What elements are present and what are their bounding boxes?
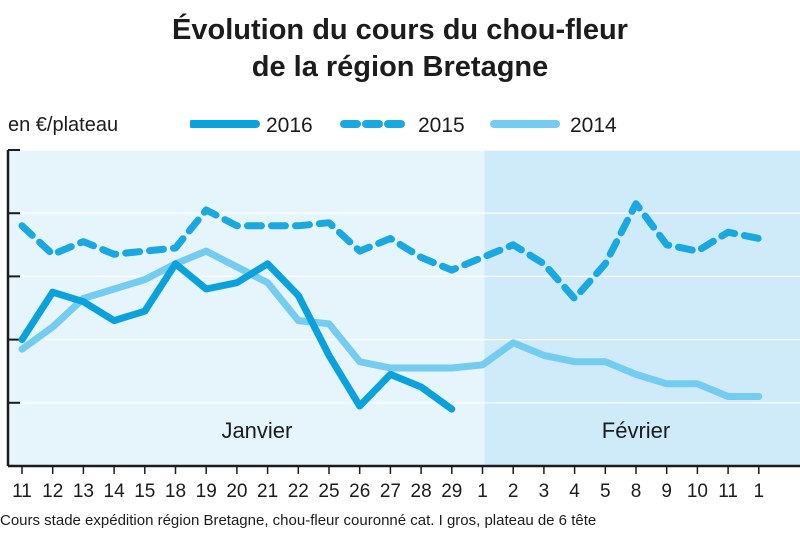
series-line-2014	[18, 247, 763, 400]
x-tick-label: 26	[349, 481, 370, 502]
legend-label-2016: 2016	[266, 114, 313, 137]
x-tick-label: 2	[508, 481, 519, 502]
x-tick-label: 1	[754, 481, 765, 502]
legend-label-2015: 2015	[418, 114, 465, 137]
x-tick-label: 11	[718, 481, 738, 502]
month-label-janvier: Janvier	[221, 418, 292, 443]
x-tick-label: 19	[196, 481, 217, 502]
chart-title-line-1: Évolution du cours du chou-fleur	[172, 14, 628, 46]
x-tick-label: 27	[380, 481, 401, 502]
x-tick-label: 9	[661, 481, 672, 502]
legend-swatch-2015	[340, 120, 412, 128]
x-tick-label: 22	[288, 481, 309, 502]
x-tick-label: 15	[134, 481, 155, 502]
chart-title: Évolution du cours du chou-fleur de la r…	[0, 12, 800, 86]
footnote: Cours stade expédition région Bretagne, …	[0, 512, 597, 529]
x-tick-label: 14	[104, 481, 126, 502]
x-tick-label: 11	[12, 481, 32, 502]
x-tick-label: 12	[42, 481, 63, 502]
legend-label-2014: 2014	[570, 114, 617, 137]
series-line-2015	[18, 200, 763, 302]
x-tick-label: 20	[226, 481, 247, 502]
x-tick-label: 18	[165, 481, 186, 502]
y-unit-label: en €/plateau	[8, 114, 119, 136]
x-tick-label: 8	[631, 481, 642, 502]
x-tick-label: 21	[257, 481, 278, 502]
x-tick-label: 13	[73, 481, 94, 502]
x-tick-label: 4	[569, 481, 580, 502]
x-tick-label: 28	[411, 481, 432, 502]
x-tick-label: 25	[318, 481, 339, 502]
chart-title-line-2: de la région Bretagne	[251, 51, 549, 83]
series-line-2016	[18, 260, 456, 413]
month-label-fevrier: Février	[602, 418, 670, 443]
legend-swatch-2016	[190, 120, 260, 128]
x-tick-label: 1	[477, 481, 488, 502]
x-tick-label: 5	[600, 481, 611, 502]
x-tick-label: 10	[687, 481, 708, 502]
legend-swatch-2014	[490, 120, 560, 128]
panel-february	[484, 150, 800, 466]
x-tick-label: 3	[539, 481, 550, 502]
x-tick-label: 29	[441, 481, 462, 502]
